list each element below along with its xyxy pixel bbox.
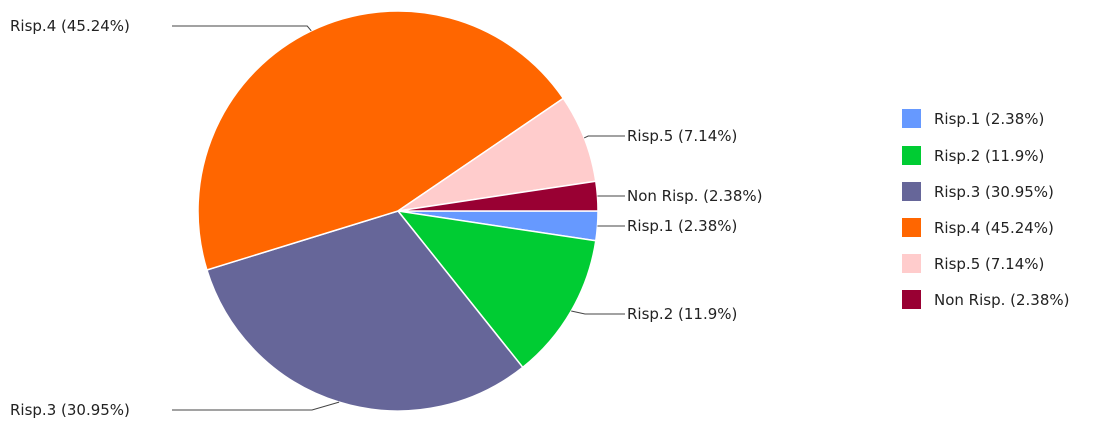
callout-label-risp-1: Risp.1 (2.38%) — [627, 217, 737, 235]
legend-swatch-risp-1 — [902, 109, 921, 128]
callout-label-risp-3: Risp.3 (30.95%) — [10, 401, 130, 419]
leader-line-risp-5 — [583, 135, 625, 139]
callout-label-non-risp: Non Risp. (2.38%) — [627, 187, 763, 205]
slice-leader-lines — [172, 25, 625, 411]
callout-label-risp-2: Risp.2 (11.9%) — [627, 305, 737, 323]
legend-label-risp-3: Risp.3 (30.95%) — [934, 183, 1054, 201]
callout-label-risp-5: Risp.5 (7.14%) — [627, 127, 737, 145]
legend: Risp.1 (2.38%) Risp.2 (11.9%) Risp.3 (30… — [902, 109, 1070, 309]
legend-swatch-risp-4 — [902, 218, 921, 237]
leader-line-risp-3 — [172, 401, 340, 411]
legend-label-risp-2: Risp.2 (11.9%) — [934, 147, 1044, 165]
legend-label-non-risp: Non Risp. (2.38%) — [934, 291, 1070, 309]
legend-swatch-risp-5 — [902, 254, 921, 273]
leader-line-risp-4 — [172, 25, 312, 32]
pie-slice-risp-2 — [396, 209, 597, 369]
leader-line-risp-2 — [571, 310, 625, 315]
callout-label-risp-4: Risp.4 (45.24%) — [10, 17, 130, 35]
legend-label-risp-4: Risp.4 (45.24%) — [934, 219, 1054, 237]
legend-swatch-risp-3 — [902, 182, 921, 201]
legend-label-risp-1: Risp.1 (2.38%) — [934, 110, 1044, 128]
legend-swatch-risp-2 — [902, 146, 921, 165]
pie-slice-risp-3 — [205, 210, 524, 412]
pie-slice-risp-4 — [197, 10, 565, 271]
legend-swatch-non-risp — [902, 290, 921, 309]
slice-callout-labels: Risp.1 (2.38%) Risp.2 (11.9%) Risp.3 (30… — [10, 17, 763, 419]
legend-label-risp-5: Risp.5 (7.14%) — [934, 255, 1044, 273]
pie-slices — [197, 10, 599, 412]
